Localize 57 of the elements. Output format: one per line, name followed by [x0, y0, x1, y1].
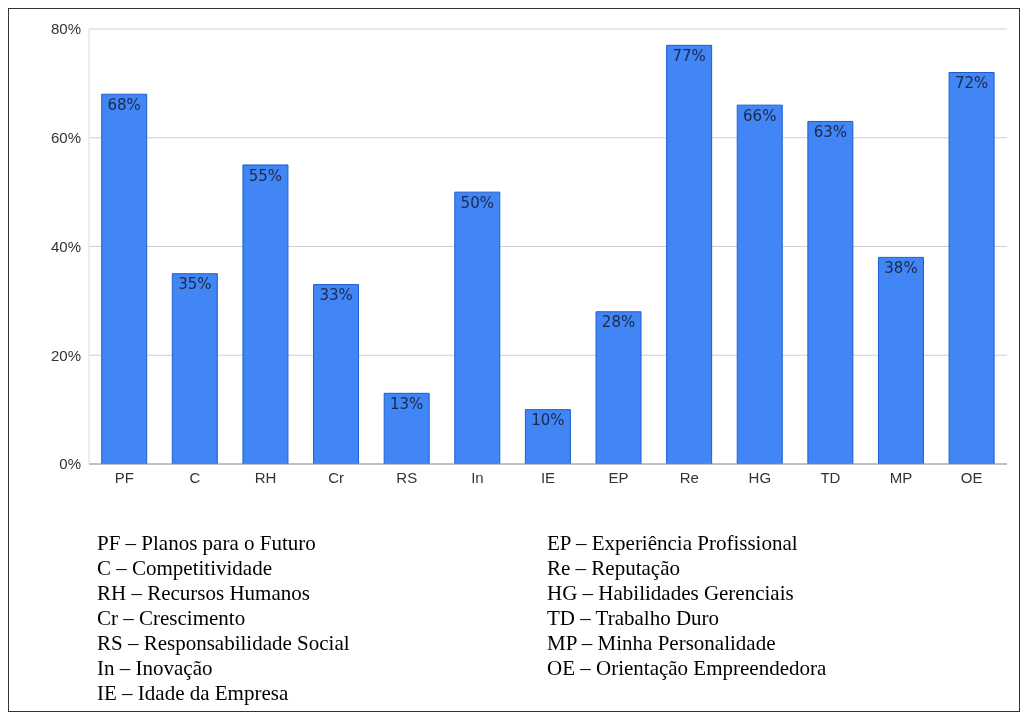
x-tick-label: PF	[114, 468, 134, 486]
text: In – Inovação	[97, 656, 214, 681]
text: MP – Minha Personalidade	[547, 631, 777, 656]
x-tick-label: Cr	[328, 468, 345, 486]
x-tick-label: EP	[608, 468, 629, 486]
text: TD – Trabalho Duro	[547, 606, 721, 631]
text: EP – Experiência Profissional	[547, 531, 799, 556]
text: RS – Responsabilidade Social	[97, 631, 351, 656]
bar	[454, 191, 501, 464]
x-tick-label: In	[471, 468, 484, 486]
bar	[877, 256, 924, 464]
x-tick-label: HG	[748, 468, 772, 486]
x-tick-label: TD	[820, 468, 841, 486]
bar	[242, 164, 289, 464]
y-tick-label: 80%	[50, 20, 81, 38]
data-label: 72%	[954, 74, 989, 93]
bar	[666, 44, 713, 464]
bar	[948, 72, 995, 464]
data-label: 63%	[813, 123, 848, 142]
bar	[736, 104, 783, 464]
bar	[101, 93, 148, 464]
data-label: 38%	[884, 259, 918, 278]
x-tick-label: OE	[960, 468, 983, 486]
data-label: 28%	[601, 313, 636, 332]
text: PF – Planos para o Futuro	[97, 531, 317, 556]
bar	[171, 273, 218, 464]
x-tick-label: Re	[679, 468, 699, 486]
text: IE – Idade da Empresa	[97, 681, 290, 706]
data-label: 33%	[319, 286, 353, 305]
data-label: 50%	[460, 193, 494, 212]
data-label: 35%	[178, 275, 212, 294]
x-tick-label: IE	[540, 468, 556, 486]
data-label: 77%	[672, 46, 706, 65]
text: C – Competitividade	[97, 556, 273, 581]
y-tick-label: 0%	[59, 455, 81, 473]
data-label: 10%	[531, 411, 565, 430]
bar	[524, 409, 571, 464]
bar	[383, 392, 430, 464]
x-tick-label: MP	[889, 468, 913, 486]
bar	[313, 284, 360, 464]
bar	[595, 311, 642, 464]
text: Cr – Crescimento	[97, 606, 247, 631]
text: Re – Reputação	[547, 556, 681, 581]
x-tick-label: C	[189, 468, 201, 486]
data-label: 66%	[743, 106, 777, 125]
y-tick-label: 60%	[50, 129, 81, 147]
data-label: 55%	[248, 166, 283, 185]
bar	[807, 120, 854, 464]
data-label: 13%	[390, 394, 424, 413]
text: OE – Orientação Empreendedora	[547, 656, 827, 681]
x-tick-label: RS	[396, 468, 418, 486]
text: RH – Recursos Humanos	[97, 581, 311, 606]
x-tick-label: RH	[254, 468, 277, 486]
data-label: 68%	[107, 95, 141, 114]
y-tick-label: 20%	[50, 346, 81, 364]
y-tick-label: 40%	[50, 237, 81, 255]
text: HG – Habilidades Gerenciais	[547, 581, 795, 606]
